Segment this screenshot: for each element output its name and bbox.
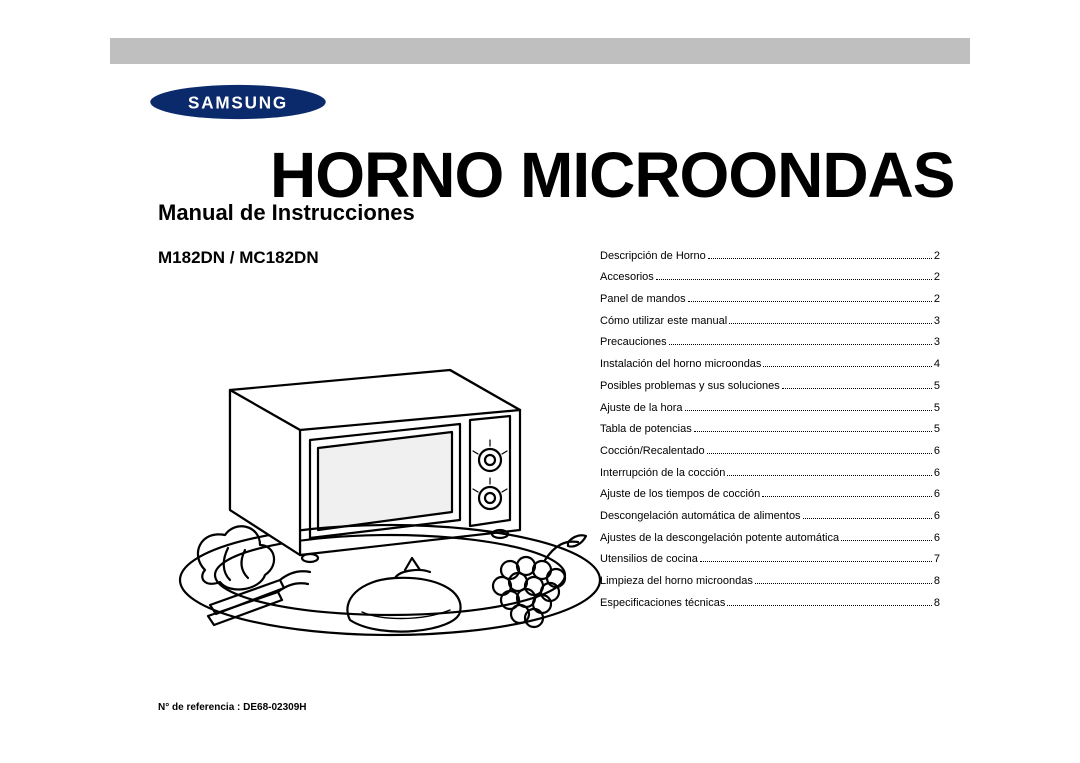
toc-label: Ajuste de la hora [600, 403, 683, 414]
toc-page-number: 6 [934, 446, 940, 457]
toc-row: Ajustes de la descongelación potente aut… [600, 532, 940, 544]
toc-label: Ajuste de los tiempos de cocción [600, 489, 760, 500]
toc-row: Ajuste de la hora 5 [600, 402, 940, 414]
toc-leader-dots [729, 315, 932, 324]
toc-row: Interrupción de la cocción 6 [600, 467, 940, 479]
toc-label: Cómo utilizar este manual [600, 316, 727, 327]
microwave-food-line-art-icon [150, 320, 610, 650]
toc-page-number: 2 [934, 294, 940, 305]
toc-page-number: 6 [934, 511, 940, 522]
toc-row: Descripción de Horno 2 [600, 250, 940, 262]
toc-page-number: 8 [934, 576, 940, 587]
toc-page-number: 5 [934, 403, 940, 414]
toc-row: Limpieza del horno microondas 8 [600, 575, 940, 587]
toc-page-number: 6 [934, 468, 940, 479]
toc-page-number: 5 [934, 381, 940, 392]
toc-row: Cómo utilizar este manual 3 [600, 315, 940, 327]
toc-page-number: 2 [934, 272, 940, 283]
toc-label: Utensilios de cocina [600, 554, 698, 565]
samsung-logo: SAMSUNG [148, 82, 328, 127]
toc-row: Panel de mandos 2 [600, 293, 940, 305]
toc-leader-dots [763, 358, 931, 367]
toc-row: Accesorios 2 [600, 272, 940, 284]
document-subtitle: Manual de Instrucciones [158, 200, 415, 226]
toc-leader-dots [841, 532, 932, 541]
toc-label: Ajustes de la descongelación potente aut… [600, 533, 839, 544]
toc-leader-dots [727, 467, 932, 476]
toc-leader-dots [694, 424, 932, 433]
toc-leader-dots [656, 272, 932, 281]
toc-label: Accesorios [600, 272, 654, 283]
toc-label: Especificaciones técnicas [600, 598, 725, 609]
toc-page-number: 6 [934, 533, 940, 544]
toc-row: Especificaciones técnicas 8 [600, 597, 940, 609]
toc-leader-dots [708, 250, 932, 259]
toc-leader-dots [700, 554, 932, 563]
toc-row: Descongelación automática de alimentos 6 [600, 510, 940, 522]
samsung-logo-icon: SAMSUNG [148, 82, 328, 122]
toc-row: Tabla de potencias 5 [600, 424, 940, 436]
top-gray-bar [110, 38, 970, 64]
table-of-contents: Descripción de Horno2Accesorios2Panel de… [600, 250, 940, 619]
toc-page-number: 5 [934, 424, 940, 435]
toc-label: Limpieza del horno microondas [600, 576, 753, 587]
toc-leader-dots [727, 597, 932, 606]
toc-row: Instalación del horno microondas 4 [600, 358, 940, 370]
toc-label: Tabla de potencias [600, 424, 692, 435]
samsung-logo-text: SAMSUNG [188, 93, 288, 112]
toc-leader-dots [782, 380, 932, 389]
toc-label: Instalación del horno microondas [600, 359, 761, 370]
toc-leader-dots [685, 402, 932, 411]
toc-leader-dots [803, 510, 932, 519]
toc-page-number: 2 [934, 251, 940, 262]
toc-leader-dots [755, 575, 932, 584]
toc-page-number: 3 [934, 337, 940, 348]
toc-row: Precauciones3 [600, 337, 940, 349]
toc-row: Cocción/Recalentado 6 [600, 445, 940, 457]
toc-label: Panel de mandos [600, 294, 686, 305]
toc-page-number: 3 [934, 316, 940, 327]
toc-row: Ajuste de los tiempos de cocción 6 [600, 489, 940, 501]
toc-leader-dots [688, 293, 932, 302]
toc-leader-dots [669, 337, 932, 346]
toc-row: Posibles problemas y sus soluciones 5 [600, 380, 940, 392]
toc-label: Descripción de Horno [600, 251, 706, 262]
toc-page-number: 4 [934, 359, 940, 370]
toc-label: Posibles problemas y sus soluciones [600, 381, 780, 392]
model-number: M182DN / MC182DN [158, 248, 319, 268]
toc-label: Descongelación automática de alimentos [600, 511, 801, 522]
toc-page-number: 6 [934, 489, 940, 500]
toc-label: Cocción/Recalentado [600, 446, 705, 457]
toc-leader-dots [762, 489, 932, 498]
manual-cover-page: SAMSUNG HORNO MICROONDAS Manual de Instr… [0, 0, 1080, 763]
toc-row: Utensilios de cocina 7 [600, 554, 940, 566]
toc-label: Interrupción de la cocción [600, 468, 725, 479]
toc-page-number: 7 [934, 554, 940, 565]
toc-leader-dots [707, 445, 932, 454]
product-illustration [150, 320, 610, 650]
toc-page-number: 8 [934, 598, 940, 609]
reference-number: N° de referencia : DE68-02309H [158, 702, 307, 713]
